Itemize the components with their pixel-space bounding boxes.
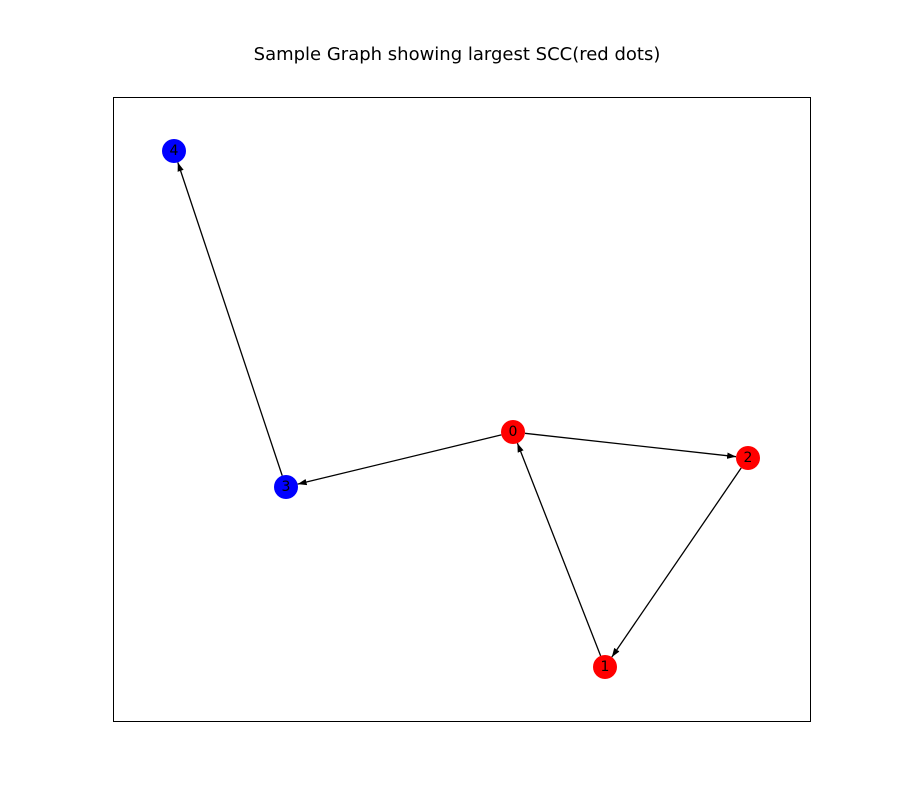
plot-frame — [113, 97, 811, 722]
node-2: 2 — [736, 446, 760, 470]
edges-layer — [177, 162, 742, 658]
edge-1-to-0 — [516, 442, 602, 657]
node-2-dot — [736, 446, 760, 470]
edge-0-to-2 — [524, 432, 737, 459]
node-4: 4 — [162, 139, 186, 163]
node-3: 3 — [274, 475, 298, 499]
node-1-dot — [593, 655, 617, 679]
node-0-label: 0 — [509, 424, 518, 440]
node-3-dot — [274, 475, 298, 499]
node-4-dot — [162, 139, 186, 163]
edge-3-to-4 — [177, 162, 283, 476]
figure-title: Sample Graph showing largest SCC(red dot… — [253, 44, 661, 65]
node-0-dot — [501, 420, 525, 444]
edge-2-to-1 — [611, 467, 742, 658]
node-1-label: 1 — [601, 659, 610, 675]
node-1: 1 — [593, 655, 617, 679]
nodes-layer: 0 1 2 3 4 — [162, 139, 760, 679]
edge-0-to-3 — [297, 434, 502, 486]
node-0: 0 — [501, 420, 525, 444]
node-3-label: 3 — [282, 479, 291, 495]
node-4-label: 4 — [170, 143, 179, 159]
node-2-label: 2 — [744, 450, 753, 466]
